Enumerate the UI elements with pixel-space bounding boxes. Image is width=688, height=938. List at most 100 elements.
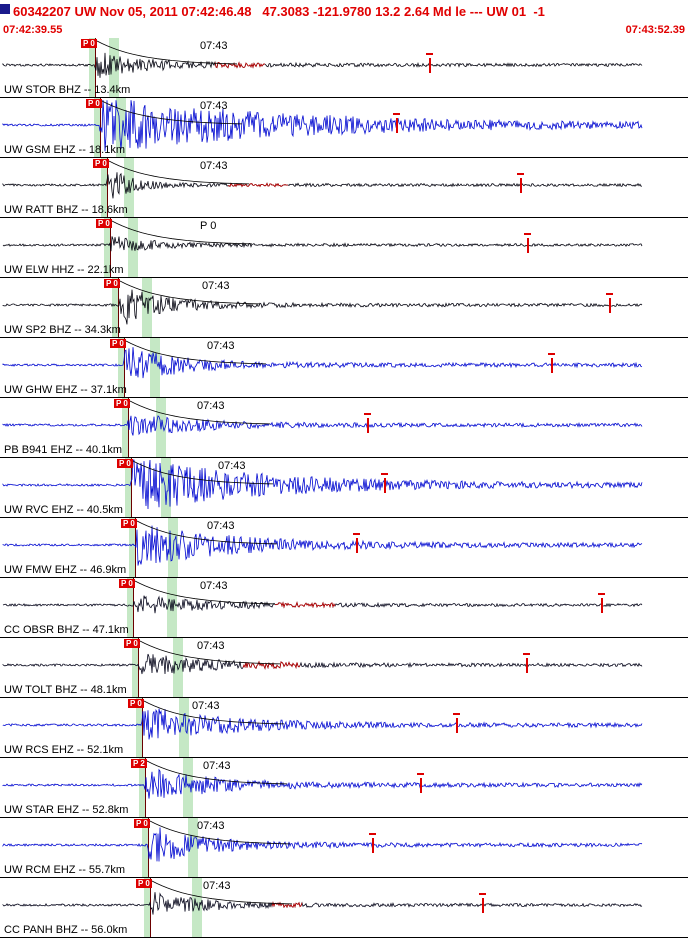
p-pick-flag[interactable]: P 0 — [117, 459, 133, 468]
minute-label: 07:43 — [200, 580, 228, 592]
p-pick-flag[interactable]: P 0 — [104, 279, 120, 288]
pick-time-line — [118, 278, 119, 337]
minute-label: 07:43 — [207, 340, 235, 352]
coda-marker[interactable] — [548, 353, 555, 373]
p-pick-flag[interactable]: P 0 — [81, 39, 97, 48]
p-pick-flag[interactable]: P 0 — [110, 339, 126, 348]
coda-marker[interactable] — [453, 713, 460, 733]
p-window-band — [101, 158, 108, 217]
coda-dash — [353, 533, 360, 535]
trace-panel[interactable]: P 0 07:43 CC OBSR BHZ -- 47.1km — [0, 578, 688, 638]
p-window-band — [112, 278, 119, 337]
coda-marker[interactable] — [381, 473, 388, 493]
coda-dash — [479, 893, 486, 895]
pick-time-line — [148, 818, 149, 877]
waveform[interactable] — [0, 758, 688, 818]
coda-marker[interactable] — [417, 773, 424, 793]
station-label: CC OBSR BHZ -- 47.1km — [4, 624, 129, 636]
station-label: UW GHW EHZ -- 37.1km — [4, 384, 127, 396]
coda-marker[interactable] — [353, 533, 360, 553]
trace-panel[interactable]: P 0 07:43 UW RATT BHZ -- 18.6km — [0, 158, 688, 218]
coda-marker[interactable] — [393, 113, 400, 133]
waveform[interactable] — [0, 218, 688, 278]
trace-panel[interactable]: P 2 07:43 UW STAR EHZ -- 52.8km — [0, 758, 688, 818]
trace-panel[interactable]: P 0 07:43 UW TOLT BHZ -- 48.1km — [0, 638, 688, 698]
waveform[interactable] — [0, 578, 688, 638]
minute-label: 07:43 — [200, 160, 228, 172]
coda-dash — [393, 113, 400, 115]
coda-marker[interactable] — [426, 53, 433, 73]
p-pick-flag[interactable]: P 0 — [114, 399, 130, 408]
trace-panel[interactable]: P 0 07:43 PB B941 EHZ -- 40.1km — [0, 398, 688, 458]
trace-panel[interactable]: P 0 07:43 UW STOR BHZ -- 13.4km — [0, 38, 688, 98]
pick-time-line — [100, 98, 101, 157]
coda-marker[interactable] — [524, 233, 531, 253]
minute-label: 07:43 — [207, 520, 235, 532]
minute-label: P 0 — [200, 220, 217, 232]
trace-panel[interactable]: P 0 07:43 UW GSM EHZ -- 18.1km — [0, 98, 688, 158]
station-label: PB B941 EHZ -- 40.1km — [4, 444, 122, 456]
trace-panel[interactable]: P 0 07:43 UW RCM EHZ -- 55.7km — [0, 818, 688, 878]
p-pick-flag[interactable]: P 0 — [134, 819, 150, 828]
minute-label: 07:43 — [192, 700, 220, 712]
p-pick-flag[interactable]: P 0 — [121, 519, 137, 528]
p-window-band — [129, 518, 136, 577]
trace-panel[interactable]: P 0 07:43 UW RCS EHZ -- 52.1km — [0, 698, 688, 758]
waveform[interactable] — [0, 638, 688, 698]
waveform[interactable] — [0, 398, 688, 458]
trace-panel[interactable]: P 0 07:43 CC PANH BHZ -- 56.0km — [0, 878, 688, 938]
coda-marker[interactable] — [369, 833, 376, 853]
minute-label: 07:43 — [197, 640, 225, 652]
waveform[interactable] — [0, 98, 688, 158]
p-window-band — [118, 338, 125, 397]
s-window-band — [161, 458, 171, 517]
station-label: UW SP2 BHZ -- 34.3km — [4, 324, 121, 336]
coda-marker[interactable] — [517, 173, 524, 193]
trace-panel[interactable]: P 0 07:43 UW SP2 BHZ -- 34.3km — [0, 278, 688, 338]
waveform[interactable] — [0, 818, 688, 878]
p-pick-flag[interactable]: P 0 — [128, 699, 144, 708]
p-pick-flag[interactable]: P 0 — [93, 159, 109, 168]
station-label: UW STOR BHZ -- 13.4km — [4, 84, 131, 96]
trace-panel[interactable]: P 0 07:43 UW RVC EHZ -- 40.5km — [0, 458, 688, 518]
station-label: UW RVC EHZ -- 40.5km — [4, 504, 123, 516]
minute-label: 07:43 — [200, 40, 228, 52]
minute-label: 07:43 — [203, 760, 231, 772]
time-range-bar: 07:42:39.55 07:43:52.39 — [0, 22, 688, 38]
coda-dash — [381, 473, 388, 475]
waveform[interactable] — [0, 158, 688, 218]
p-pick-flag[interactable]: P 0 — [96, 219, 112, 228]
waveform[interactable] — [0, 518, 688, 578]
s-window-band — [124, 158, 134, 217]
station-label: UW STAR EHZ -- 52.8km — [4, 804, 129, 816]
pick-time-line — [107, 158, 108, 217]
coda-marker[interactable] — [606, 293, 613, 313]
trace-panel[interactable]: P 0 07:43 UW GHW EHZ -- 37.1km — [0, 338, 688, 398]
waveform[interactable] — [0, 38, 688, 98]
p-pick-flag[interactable]: P 0 — [86, 99, 102, 108]
waveform[interactable] — [0, 878, 688, 938]
s-window-band — [179, 698, 189, 757]
p-pick-flag[interactable]: P 0 — [124, 639, 140, 648]
waveform[interactable] — [0, 458, 688, 518]
trace-panel[interactable]: P 0 07:43 UW FMW EHZ -- 46.9km — [0, 518, 688, 578]
waveform[interactable] — [0, 698, 688, 758]
waveform[interactable] — [0, 278, 688, 338]
p-pick-flag[interactable]: P 0 — [136, 879, 152, 888]
waveform[interactable] — [0, 338, 688, 398]
station-label: UW TOLT BHZ -- 48.1km — [4, 684, 127, 696]
minute-label: 07:43 — [202, 280, 230, 292]
p-pick-flag[interactable]: P 0 — [119, 579, 135, 588]
pick-time-line — [124, 338, 125, 397]
coda-marker[interactable] — [364, 413, 371, 433]
coda-marker[interactable] — [479, 893, 486, 913]
coda-marker[interactable] — [523, 653, 530, 673]
station-label: CC PANH BHZ -- 56.0km — [4, 924, 128, 936]
coda-marker[interactable] — [598, 593, 605, 613]
minute-label: 07:43 — [197, 400, 225, 412]
pick-time-line — [131, 458, 132, 517]
p-pick-flag[interactable]: P 2 — [131, 759, 147, 768]
trace-panel[interactable]: P 0 P 0 UW ELW HHZ -- 22.1km — [0, 218, 688, 278]
header-bar: 60342207 UW Nov 05, 2011 07:42:46.48 47.… — [0, 0, 688, 22]
